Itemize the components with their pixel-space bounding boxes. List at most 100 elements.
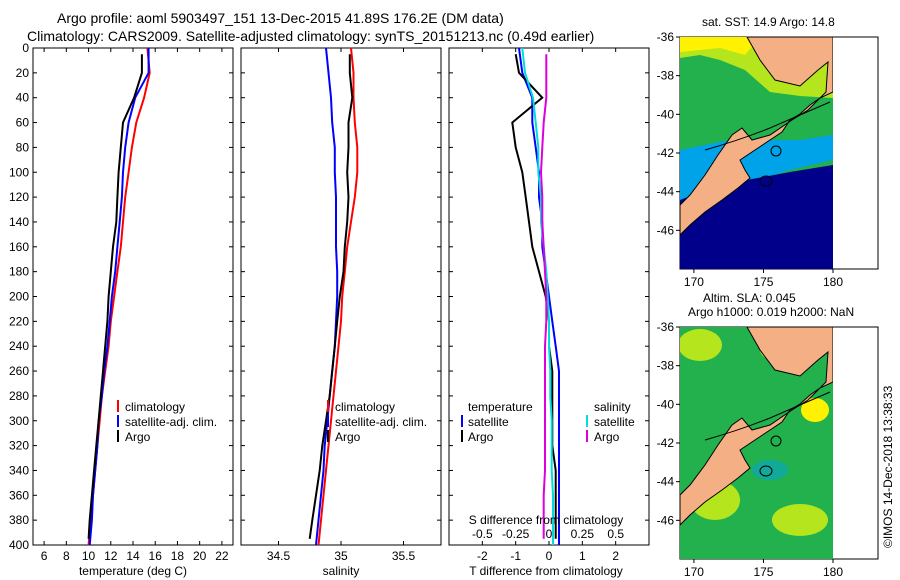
sst-contour-1000m xyxy=(704,101,831,151)
xtick-label: 8 xyxy=(63,549,70,563)
ytick-label: 100 xyxy=(9,165,29,179)
sla-blob-4 xyxy=(772,504,828,536)
ytick-label: 260 xyxy=(9,364,29,378)
salinity-xlabel: salinity xyxy=(323,564,360,578)
sst-contour-chatham xyxy=(759,175,773,187)
ytick-label: 200 xyxy=(9,290,29,304)
diff-legend-targo-label: Argo xyxy=(468,430,494,444)
difference-ticks: -2 -1 0 1 2 -0.5 -0.25 0 0.25 0.5 xyxy=(449,47,649,563)
map-ytick-label: -42 xyxy=(657,436,675,450)
diff-legend-sargo-label: Argo xyxy=(594,430,620,444)
series-line-2-2 xyxy=(521,47,554,545)
xtick-label: 16 xyxy=(149,549,163,563)
series-line-1-2 xyxy=(308,54,354,539)
sla-map: 170 175 180 -36 -38 -40 -42 -44 -46 xyxy=(657,320,879,579)
map-ytick-label: -36 xyxy=(657,320,675,334)
temperature-xlabel: temperature (deg C) xyxy=(79,564,187,578)
ytick-label: 400 xyxy=(9,538,29,552)
xtick-label: 0 xyxy=(546,549,553,563)
salinity-panel: 34.5 35 35.5 salinity climatology satellit… xyxy=(240,47,442,578)
series-line-1-1 xyxy=(315,47,339,546)
map-ytick-label: -44 xyxy=(657,185,675,199)
x2tick-label: -0.25 xyxy=(502,527,530,541)
sla-contour-1000m xyxy=(704,391,831,441)
map-xtick-label: 180 xyxy=(823,275,843,289)
ytick-label: 40 xyxy=(16,91,30,105)
diff-legend-temp-title: temperature xyxy=(468,400,533,414)
xtick-label: 2 xyxy=(612,549,619,563)
salinity-legend: climatology satellite-adj. clim. Argo xyxy=(327,400,427,444)
difference-panel: -2 -1 0 1 2 -0.5 -0.25 0 0.25 0.5 T difference fr… xyxy=(448,47,650,578)
xtick-label: 14 xyxy=(126,549,140,563)
series-line-2-0 xyxy=(518,47,560,545)
xtick-label: 22 xyxy=(215,549,229,563)
x2tick-label: -0.5 xyxy=(472,527,493,541)
sla-blob-1 xyxy=(680,329,722,361)
sla-title-1: Altim. SLA: 0.045 xyxy=(703,291,796,305)
ytick-label: 320 xyxy=(9,439,29,453)
map-xtick-label: 170 xyxy=(684,275,704,289)
sal-legend-satellite-label: satellite-adj. clim. xyxy=(335,415,427,429)
sst-warmest xyxy=(680,37,760,55)
map-xtick-label: 175 xyxy=(753,565,773,579)
sst-title: sat. SST: 14.9 Argo: 14.8 xyxy=(702,15,835,29)
sla-blob-6 xyxy=(752,460,788,480)
temperature-panel: 0 20 40 60 80 100 120 140 160 180 200 220 240 260 280 3… xyxy=(9,41,234,578)
xtick-label: 12 xyxy=(104,549,118,563)
series-line-0-2 xyxy=(87,54,143,539)
ytick-label: 140 xyxy=(9,215,29,229)
difference-lines xyxy=(511,47,560,545)
sla-blob-3 xyxy=(801,398,829,422)
map-xtick-label: 175 xyxy=(753,275,773,289)
ytick-label: 380 xyxy=(9,513,29,527)
series-line-1-0 xyxy=(317,47,359,546)
map-ytick-label: -38 xyxy=(657,359,675,373)
sal-legend-climatology-label: climatology xyxy=(335,400,395,414)
series-line-2-3 xyxy=(539,54,548,539)
map-ytick-label: -42 xyxy=(657,146,675,160)
diff-legend-ssat-label: satellite xyxy=(594,415,635,429)
sla-title-2: Argo h1000: 0.019 h2000: NaN xyxy=(688,305,854,319)
sst-map-field xyxy=(680,37,833,269)
map-xtick-label: 180 xyxy=(823,565,843,579)
map-ytick-label: -44 xyxy=(657,475,675,489)
legend-argo-label: Argo xyxy=(125,430,151,444)
map-ytick-label: -46 xyxy=(657,223,675,237)
temperature-ticks: 0 20 40 60 80 100 120 140 160 180 200 220 240 260 280 3… xyxy=(9,41,233,563)
xtick-label: 20 xyxy=(193,549,207,563)
salinity-ticks: 34.5 35 35.5 xyxy=(241,47,441,563)
ytick-label: 160 xyxy=(9,240,29,254)
xtick-label: 35 xyxy=(334,549,348,563)
ytick-label: 120 xyxy=(9,190,29,204)
difference-x2label: S difference from climatology xyxy=(469,513,624,527)
x2tick-label: 0 xyxy=(546,527,553,541)
sst-map: 170 175 180 -36 -38 -40 -42 -44 -46 xyxy=(657,30,879,289)
title-line2: Climatology: CARS2009. Satellite-adjuste… xyxy=(27,28,594,44)
ytick-label: 300 xyxy=(9,414,29,428)
ytick-label: 280 xyxy=(9,389,29,403)
xtick-label: -2 xyxy=(477,549,488,563)
map-ytick-label: -40 xyxy=(657,397,675,411)
xtick-label: 34.5 xyxy=(267,549,291,563)
ytick-label: 220 xyxy=(9,314,29,328)
sst-map-ticks: 170 175 180 -36 -38 -40 -42 -44 -46 xyxy=(657,30,844,289)
x2tick-label: 0.5 xyxy=(607,527,624,541)
sst-contour-circle xyxy=(770,145,782,157)
ytick-label: 0 xyxy=(22,41,29,55)
xtick-label: 6 xyxy=(41,549,48,563)
ytick-label: 240 xyxy=(9,339,29,353)
sla-contour-chatham xyxy=(759,465,773,477)
xtick-label: 1 xyxy=(579,549,586,563)
sla-map-field xyxy=(680,327,833,559)
series-line-0-1 xyxy=(88,48,150,546)
temperature-lines xyxy=(87,47,151,546)
sla-map-ticks: 170 175 180 -36 -38 -40 -42 -44 -46 xyxy=(657,320,844,579)
map-ytick-label: -38 xyxy=(657,69,675,83)
ytick-label: 80 xyxy=(16,140,30,154)
legend-climatology-label: climatology xyxy=(125,400,185,414)
imos-credit: ©IMOS 14-Dec-2018 13:38:33 xyxy=(881,385,895,548)
xtick-label: 18 xyxy=(171,549,185,563)
sal-legend-argo-label: Argo xyxy=(335,430,361,444)
temperature-legend: climatology satellite-adj. clim. Argo xyxy=(117,400,217,444)
sla-contour-circle xyxy=(770,435,782,447)
